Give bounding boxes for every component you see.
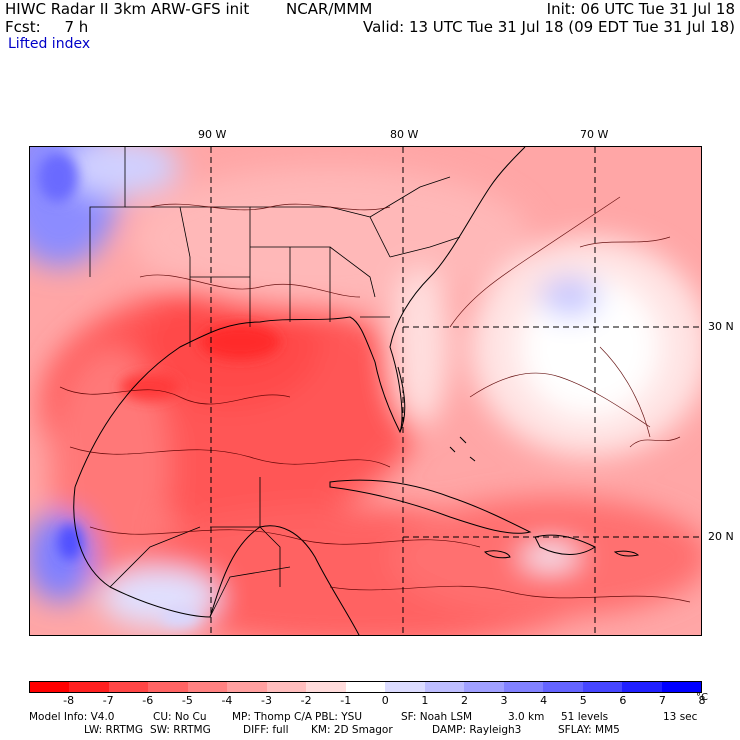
lon-label-80w: 80 W (390, 128, 419, 141)
colorbar-bin (69, 682, 109, 692)
colorbar-bin (543, 682, 583, 692)
colorbar-tick-label: -5 (181, 694, 193, 707)
colorbar-bin (622, 682, 662, 692)
colorbar-bin (464, 682, 504, 692)
model-info-item: SW: RRTMG (150, 724, 211, 736)
lon-label-90w: 90 W (198, 128, 227, 141)
model-info-item: Model Info: V4.0 (29, 711, 115, 723)
field-detail (38, 152, 280, 627)
contours (59, 196, 691, 603)
model-info-item: DAMP: Rayleigh3 (432, 724, 522, 736)
model-info-item: LW: RRTMG (84, 724, 143, 736)
colorbar-bin (582, 682, 623, 692)
field-name: Lifted index (8, 36, 91, 52)
colorbar-bin (30, 682, 70, 692)
model-info-item: SFLAY: MM5 (558, 724, 620, 736)
product-title: HIWC Radar II 3km ARW-GFS init (5, 0, 250, 18)
model-info-item: MP: Thomp C/A (232, 711, 313, 723)
colorbar-tick-label: 4 (540, 694, 548, 707)
map-canvas (30, 147, 701, 635)
field-shading (30, 147, 701, 635)
colorbar-tick-label: 1 (421, 694, 429, 707)
state-borders (89, 147, 461, 618)
model-info-item: 51 levels (561, 711, 609, 723)
colorbar-bin (148, 682, 188, 692)
colorbar-tick-label: 8 (698, 694, 706, 707)
colorbar-tick-label: -4 (221, 694, 233, 707)
organization-label: NCAR/MMM (286, 0, 373, 18)
model-info-item: DIFF: full (243, 724, 289, 736)
colorbar-bin (108, 682, 149, 692)
init-time: Init: 06 UTC Tue 31 Jul 18 (546, 0, 735, 18)
colorbar-bin (266, 682, 307, 692)
lat-label-20n: 20 N (708, 530, 734, 543)
colorbar-tick-label: -2 (300, 694, 312, 707)
colorbar-bin (306, 682, 346, 692)
colorbar (29, 681, 702, 693)
colorbar-bin (345, 682, 386, 692)
colorbar-unit: °C (696, 692, 708, 703)
graticule (210, 147, 701, 635)
colorbar-bin (661, 682, 701, 692)
colorbar-tick-label: 2 (460, 694, 468, 707)
colorbar-bin (385, 682, 425, 692)
colorbar-bin (227, 682, 267, 692)
colorbar-tick-label: 3 (500, 694, 508, 707)
model-info-item: 13 sec (663, 711, 698, 723)
lat-label-30n: 30 N (708, 320, 734, 333)
colorbar-bin (503, 682, 544, 692)
model-info-item: CU: No Cu (153, 711, 207, 723)
forecast-hour: Fcst: 7 h (5, 18, 89, 36)
lon-label-70w: 70 W (580, 128, 609, 141)
colorbar-bin (187, 682, 228, 692)
valid-time: Valid: 13 UTC Tue 31 Jul 18 (09 EDT Tue … (362, 18, 735, 36)
model-info-item: 3.0 km (508, 711, 545, 723)
model-info-item: KM: 2D Smagor (311, 724, 393, 736)
colorbar-tick-label: 6 (619, 694, 627, 707)
colorbar-bin (424, 682, 465, 692)
colorbar-tick-label: -3 (261, 694, 272, 707)
colorbar-tick-label: -7 (102, 694, 114, 707)
model-info-item: SF: Noah LSM (401, 711, 473, 723)
colorbar-tick-label: -8 (63, 694, 75, 707)
colorbar-tick-label: -1 (340, 694, 352, 707)
colorbar-tick-label: -6 (142, 694, 154, 707)
lifted-index-map (29, 146, 702, 636)
colorbar-tick-label: 7 (658, 694, 666, 707)
model-info-item: PBL: YSU (315, 711, 363, 723)
colorbar-tick-label: 5 (579, 694, 587, 707)
colorbar-tick-label: 0 (381, 694, 389, 707)
